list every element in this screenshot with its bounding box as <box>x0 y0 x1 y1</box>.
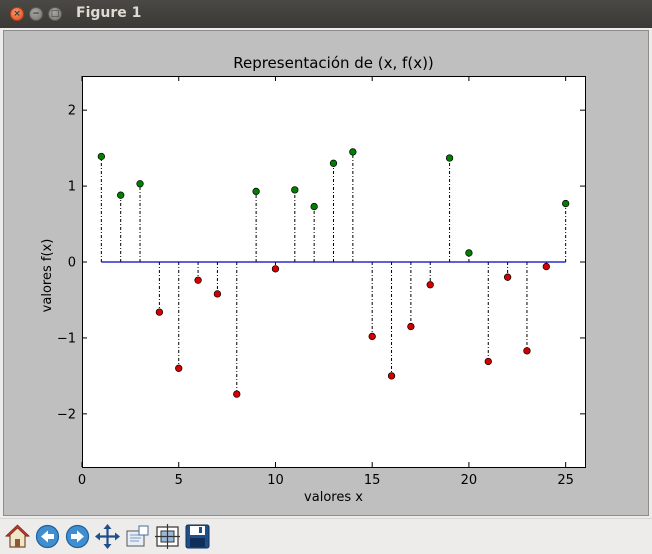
data-point-positive <box>562 199 570 208</box>
pan-move-icon <box>95 524 120 549</box>
y-axis-label: valores f(x) <box>40 239 55 313</box>
figure-canvas[interactable]: 0 5 10 15 20 25 2 1 0 −1 −2 Representación de (x,… <box>3 30 649 516</box>
y-tick-label: 1 <box>68 180 76 195</box>
data-point-negative <box>484 357 492 366</box>
back-button[interactable] <box>34 523 61 550</box>
y-tick-label: 0 <box>68 256 76 271</box>
x-tick-label: 5 <box>175 473 183 488</box>
data-point-positive <box>252 187 260 196</box>
x-tick-label: 0 <box>78 473 86 488</box>
data-point-positive <box>349 148 357 156</box>
data-point-negative <box>503 273 512 281</box>
home-button[interactable] <box>4 523 31 550</box>
data-point-positive <box>310 202 318 211</box>
back-arrow-icon <box>35 524 60 549</box>
zoom-button[interactable] <box>124 523 151 550</box>
data-point-negative <box>194 276 202 284</box>
data-point-positive <box>97 152 105 161</box>
x-tick-label: 20 <box>461 473 478 488</box>
data-point-negative <box>233 390 241 398</box>
save-button[interactable] <box>184 523 211 550</box>
data-point-negative <box>368 332 376 341</box>
data-point-positive <box>329 159 338 167</box>
window-titlebar[interactable]: × − □ Figure 1 <box>0 0 652 28</box>
data-point-negative <box>271 265 280 273</box>
y-tick-label: 2 <box>68 104 76 119</box>
home-icon <box>5 524 30 548</box>
subplots-config-icon <box>155 524 180 549</box>
data-point-negative <box>155 308 164 316</box>
data-point-negative <box>542 262 550 271</box>
data-point-positive <box>445 154 454 162</box>
x-tick-label: 25 <box>557 473 574 488</box>
y-tick-label: −2 <box>57 407 76 422</box>
chart-svg: 0 5 10 15 20 25 210−1−2 Representación de (x,… <box>40 54 586 505</box>
window-title: Figure 1 <box>76 5 142 21</box>
x-axis-label: valores x <box>304 490 363 505</box>
data-point-negative <box>523 347 531 355</box>
maximize-button[interactable]: □ <box>48 7 62 21</box>
navigation-toolbar <box>0 518 652 554</box>
data-point-positive <box>291 186 299 194</box>
x-tick-label: 15 <box>364 473 381 488</box>
data-point-negative <box>426 281 434 289</box>
minimize-button[interactable]: − <box>29 7 43 21</box>
data-point-positive <box>465 249 473 257</box>
subplots-button[interactable] <box>154 523 181 550</box>
forward-arrow-icon <box>65 524 90 549</box>
save-floppy-icon <box>185 524 210 549</box>
axes-frame <box>82 76 586 468</box>
data-point-negative <box>387 372 396 380</box>
close-button[interactable]: × <box>10 7 24 21</box>
pan-button[interactable] <box>94 523 121 550</box>
zoom-rect-icon <box>126 525 149 547</box>
data-point-negative <box>407 322 415 331</box>
data-point-positive <box>136 180 144 188</box>
x-tick-label: 10 <box>267 473 284 488</box>
y-tick-label: −1 <box>57 331 76 346</box>
chart-title: Representación de (x, f(x)) <box>233 54 434 72</box>
axes-background <box>82 76 585 467</box>
data-point-positive <box>117 191 125 199</box>
forward-button[interactable] <box>64 523 91 550</box>
data-point-negative <box>175 364 183 372</box>
data-point-negative <box>213 290 222 298</box>
